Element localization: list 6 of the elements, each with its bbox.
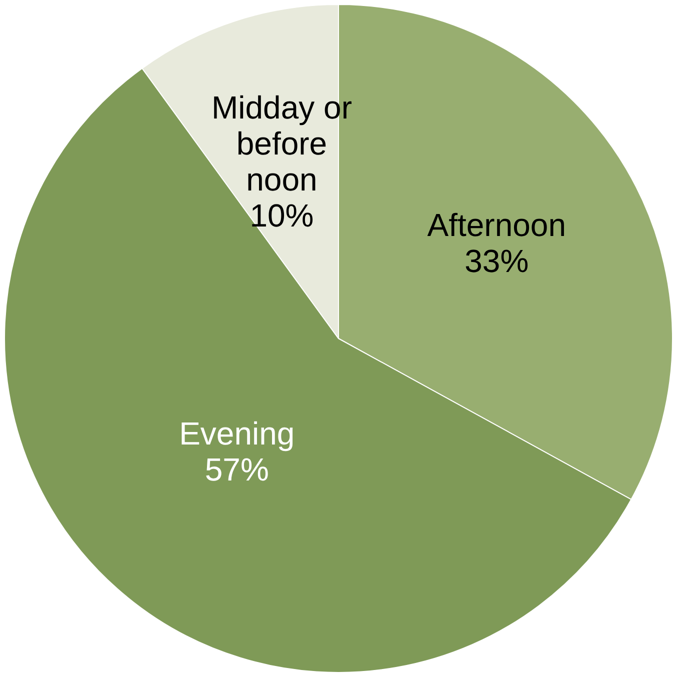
slice-label: Afternoon: [427, 206, 566, 243]
data-label: 10%: [250, 198, 314, 234]
data-label: 33%: [464, 242, 529, 279]
data-label: 57%: [204, 452, 269, 488]
slice-label: Midday or before noon: [211, 90, 352, 198]
slice-label: Evening: [179, 416, 295, 452]
